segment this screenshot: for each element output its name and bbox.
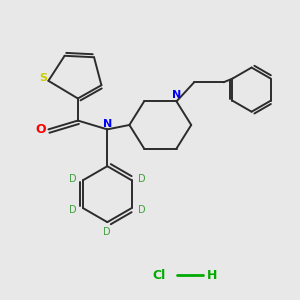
Text: O: O <box>36 123 46 136</box>
Text: D: D <box>69 174 76 184</box>
Text: D: D <box>138 174 146 184</box>
Text: N: N <box>103 119 112 129</box>
Text: S: S <box>39 73 47 83</box>
Text: D: D <box>138 205 146 214</box>
Text: Cl: Cl <box>152 268 166 282</box>
Text: D: D <box>103 227 111 237</box>
Text: D: D <box>69 205 76 214</box>
Text: N: N <box>172 90 181 100</box>
Text: H: H <box>207 268 217 282</box>
